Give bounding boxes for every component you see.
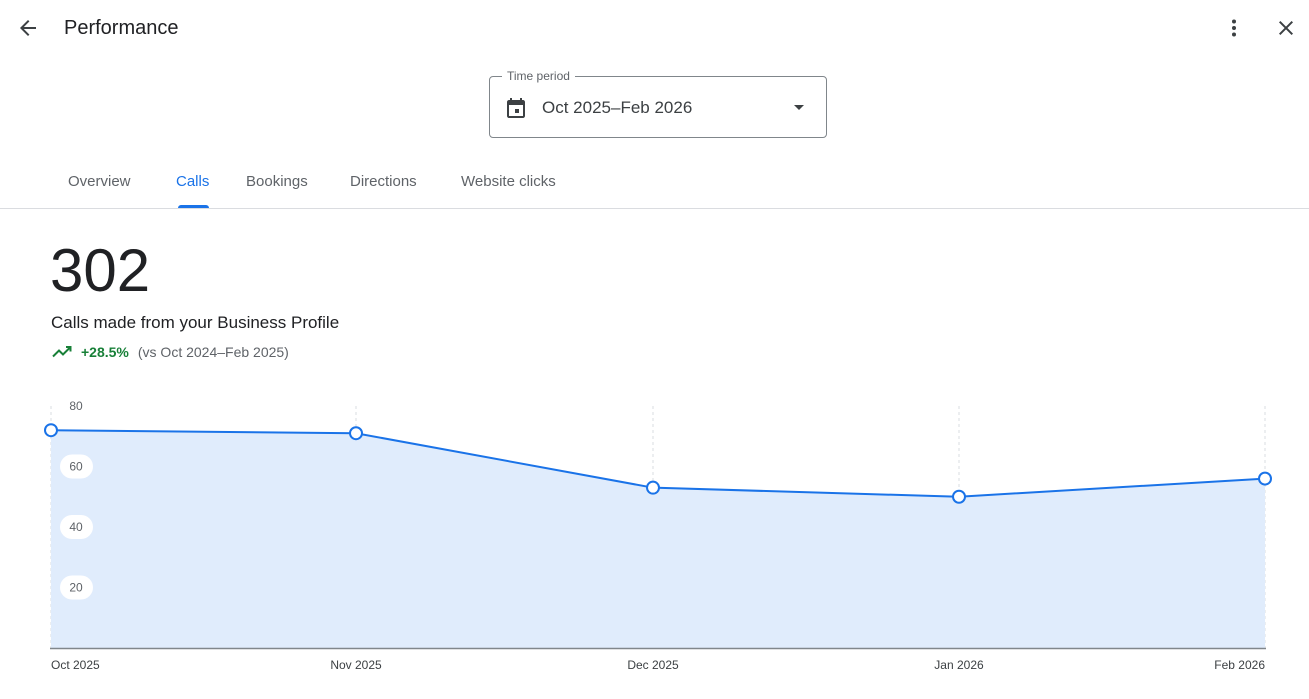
metric-value: 302	[50, 237, 151, 304]
y-tick-label-20: 20	[69, 581, 83, 595]
y-tick-label-80: 80	[69, 399, 83, 413]
tab-bookings[interactable]: Bookings	[246, 173, 308, 190]
x-tick-label-1: Nov 2025	[330, 658, 382, 672]
y-tick-pill-40	[60, 515, 93, 539]
active-tab-indicator	[178, 205, 209, 208]
metric-label: Calls made from your Business Profile	[51, 313, 340, 332]
trending-up-icon	[52, 346, 72, 358]
close-icon	[1279, 21, 1293, 35]
y-tick-label-40: 40	[69, 520, 83, 534]
y-tick-pill-20	[60, 575, 93, 600]
calendar-icon	[507, 98, 525, 118]
x-tick-label-3: Jan 2026	[934, 658, 984, 672]
tab-directions[interactable]: Directions	[350, 173, 417, 190]
time-period-select[interactable]: Time period Oct 2025–Feb 2026	[489, 68, 827, 138]
x-tick-label-0: Oct 2025	[51, 658, 100, 672]
time-period-label: Time period	[502, 68, 575, 84]
data-point-3[interactable]	[952, 489, 966, 504]
trend-percentage: +28.5%	[81, 344, 129, 360]
data-point-4[interactable]	[1258, 471, 1272, 486]
tab-bar: Overview Calls Bookings Directions Websi…	[0, 160, 1309, 209]
trend-comparison: (vs Oct 2024–Feb 2025)	[137, 344, 289, 360]
more-options-button[interactable]	[1216, 10, 1252, 46]
data-point-0[interactable]	[44, 423, 58, 438]
page-title: Performance	[64, 17, 179, 39]
close-button[interactable]	[1268, 10, 1304, 46]
y-tick-pill-60	[60, 454, 93, 479]
tab-calls[interactable]: Calls	[176, 173, 210, 190]
x-tick-label-4: Feb 2026	[1214, 658, 1265, 672]
tab-website-clicks[interactable]: Website clicks	[461, 173, 556, 190]
y-tick-label-60: 60	[69, 460, 83, 474]
time-period-value: Oct 2025–Feb 2026	[542, 98, 693, 117]
x-tick-label-2: Dec 2025	[627, 658, 679, 672]
series-area	[51, 430, 1265, 648]
top-bar: Performance	[0, 0, 1309, 56]
dropdown-arrow-icon	[794, 105, 804, 110]
more-vert-icon	[1232, 19, 1236, 37]
calls-chart: 20 40 60 80 Oct 2025 Nov 2025 Dec 2025 Jan 2026…	[44, 399, 1272, 672]
tab-overview[interactable]: Overview	[68, 173, 131, 190]
trend-row: +28.5% (vs Oct 2024–Feb 2025)	[51, 342, 289, 362]
data-point-2[interactable]	[646, 480, 660, 495]
back-button[interactable]	[10, 10, 46, 46]
data-point-1[interactable]	[349, 426, 363, 441]
arrow-back-icon	[20, 20, 36, 36]
